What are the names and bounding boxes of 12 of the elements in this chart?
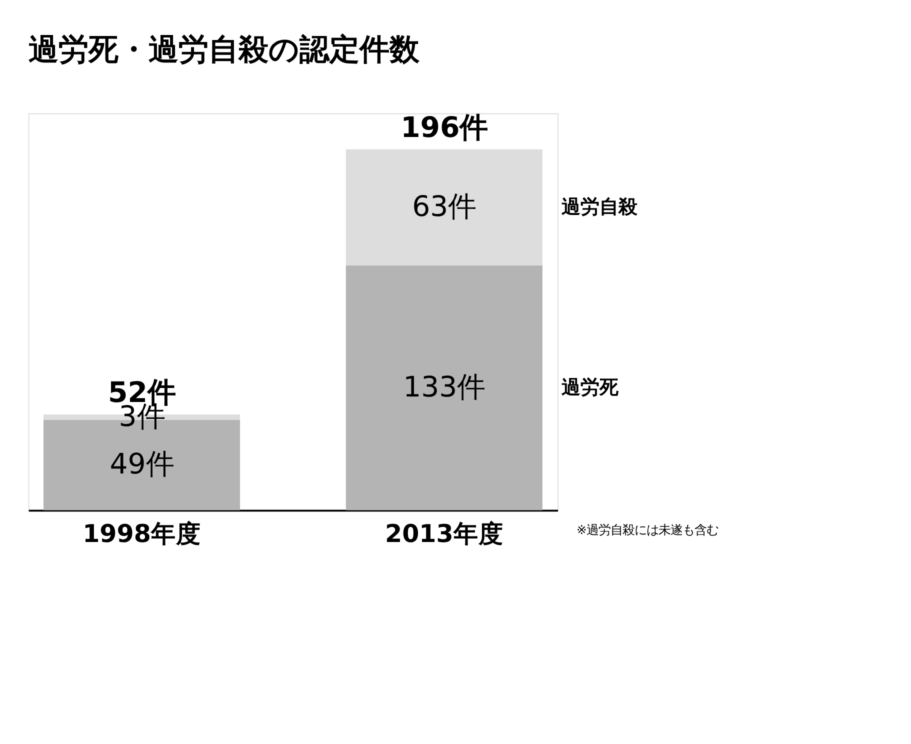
- bar: [346, 149, 542, 266]
- x-tick-label: 1998年度: [82, 518, 201, 548]
- series-label: 過労死: [560, 376, 620, 398]
- text: ※過労自殺には未遂も含む: [576, 522, 719, 537]
- series-label: 過労自殺: [560, 196, 638, 218]
- data-label: 133件: [403, 370, 486, 404]
- bar: [346, 265, 542, 510]
- x-tick-label: 2013年度: [384, 518, 504, 548]
- chart-title: 過労死・過労自殺の認定件数: [28, 32, 420, 68]
- data-label: 49件: [110, 448, 174, 481]
- total-label: 196件: [400, 111, 488, 144]
- data-label: 63件: [412, 190, 476, 223]
